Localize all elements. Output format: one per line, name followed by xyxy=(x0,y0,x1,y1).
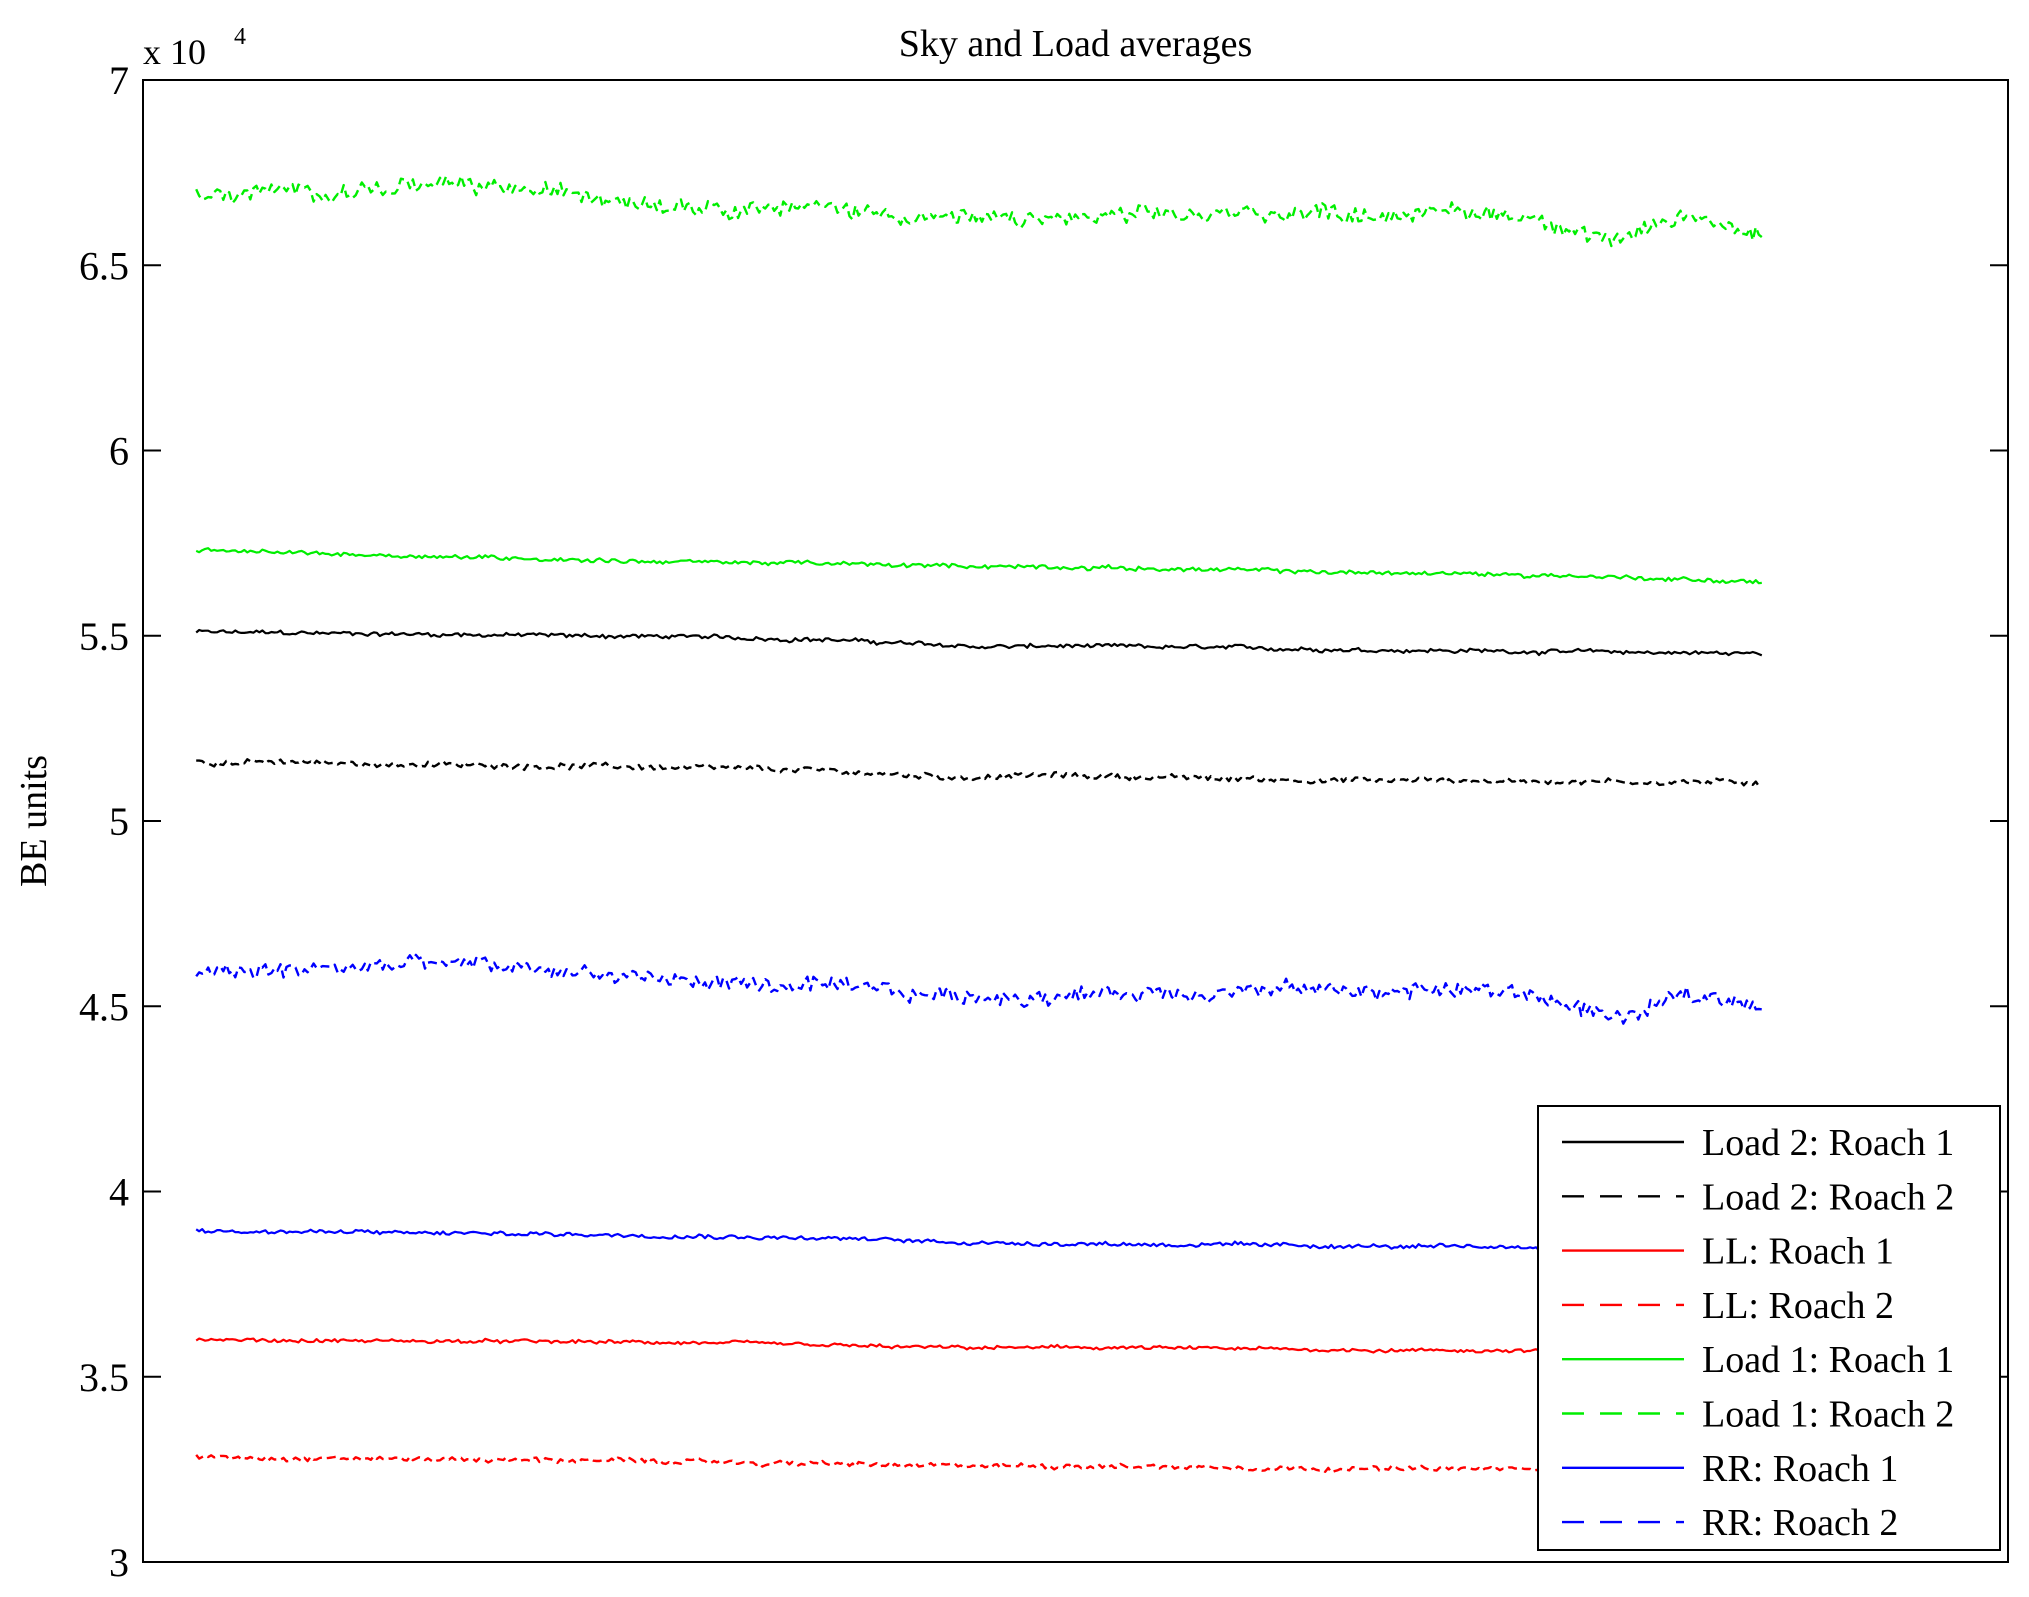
y-axis-label: BE units xyxy=(13,755,55,887)
legend-label: RR: Roach 1 xyxy=(1702,1448,1898,1490)
series-layer xyxy=(195,174,1763,1475)
series-line-load-1-roach-1 xyxy=(195,547,1762,585)
y-tick-label: 6.5 xyxy=(79,243,129,288)
y-axis-ticks: 3 3.5 4 4.5 5 5.5 6 6.5 7 xyxy=(79,58,2008,1585)
series-line-load-2-roach-2 xyxy=(196,758,1763,788)
legend-label: RR: Roach 2 xyxy=(1702,1502,1898,1544)
legend-box xyxy=(1537,1105,2001,1551)
y-tick-label: 5 xyxy=(109,799,129,844)
legend-label: Load 2: Roach 1 xyxy=(1702,1122,1954,1164)
series-line-load-1-roach-2 xyxy=(195,174,1763,248)
series-line-rr-roach-2 xyxy=(195,953,1762,1025)
chart-title: Sky and Load averages xyxy=(899,23,1253,65)
y-tick-label: 4 xyxy=(109,1170,129,1215)
y-tick-label: 3.5 xyxy=(79,1355,129,1400)
y-tick-label: 6 xyxy=(109,429,129,474)
y-axis-multiplier-exponent: 4 xyxy=(234,24,246,50)
legend: Load 2: Roach 1 Load 2: Roach 2 LL: Roach … xyxy=(1537,1105,2001,1551)
y-tick-label: 4.5 xyxy=(79,984,129,1029)
legend-label: Load 1: Roach 1 xyxy=(1702,1339,1954,1381)
series-line-load-2-roach-1 xyxy=(195,628,1763,657)
legend-label: Load 1: Roach 2 xyxy=(1702,1394,1954,1436)
y-axis-multiplier: x 10 xyxy=(143,32,206,72)
legend-label: LL: Roach 1 xyxy=(1702,1231,1894,1273)
legend-label: LL: Roach 2 xyxy=(1702,1285,1894,1327)
y-tick-label: 5.5 xyxy=(79,614,129,659)
series-line-ll-roach-1 xyxy=(195,1337,1763,1356)
series-line-rr-roach-1 xyxy=(195,1227,1763,1252)
y-tick-label: 3 xyxy=(109,1540,129,1585)
y-tick-label: 7 xyxy=(109,58,129,103)
series-line-ll-roach-2 xyxy=(195,1454,1763,1475)
legend-label: Load 2: Roach 2 xyxy=(1702,1176,1954,1218)
